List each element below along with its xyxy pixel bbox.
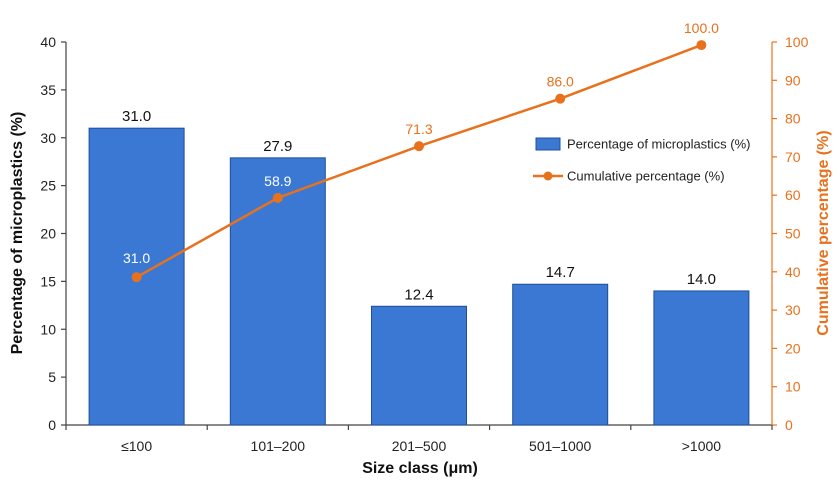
y-tick-label-left: 10 xyxy=(40,321,56,337)
y-tick-label-right: 0 xyxy=(785,417,793,433)
x-tick-label: 101–200 xyxy=(251,438,306,454)
y-tick-label-right: 90 xyxy=(785,72,801,88)
y-tick-label-right: 20 xyxy=(785,340,801,356)
y-tick-label-left: 15 xyxy=(40,273,56,289)
legend-line-marker xyxy=(543,171,553,181)
y-tick-label-right: 60 xyxy=(785,187,801,203)
x-tick-label: >1000 xyxy=(682,438,722,454)
y-axis-title-right: Cumulative percentage (%) xyxy=(815,130,832,335)
bar xyxy=(371,305,467,426)
y-tick-label-right: 30 xyxy=(785,302,801,318)
x-tick-label: 501–1000 xyxy=(529,438,592,454)
bar-value-label: 31.0 xyxy=(122,108,151,125)
cumulative-value-label: 71.3 xyxy=(405,121,432,137)
y-tick-label-right: 100 xyxy=(785,34,809,50)
legend-line-label: Cumulative percentage (%) xyxy=(567,169,725,184)
y-tick-label-right: 80 xyxy=(785,111,801,127)
y-tick-label-left: 35 xyxy=(40,82,56,98)
y-tick-label-left: 30 xyxy=(40,130,56,146)
bar-value-label: 14.0 xyxy=(687,271,716,288)
cumulative-point xyxy=(131,272,142,283)
cumulative-value-label: 100.0 xyxy=(684,20,719,36)
bar-value-label: 14.7 xyxy=(546,264,575,281)
bar-value-label: 12.4 xyxy=(404,286,433,303)
y-tick-label-left: 25 xyxy=(40,178,56,194)
bar xyxy=(512,283,609,426)
legend: Percentage of microplastics (%) Cumulati… xyxy=(533,137,751,184)
x-tick-label: ≤100 xyxy=(121,438,152,454)
bar-value-label: 27.9 xyxy=(263,138,292,155)
y-tick-label-left: 40 xyxy=(40,34,56,50)
cumulative-value-label: 58.9 xyxy=(264,173,291,189)
y-tick-label-right: 10 xyxy=(785,379,801,395)
cumulative-value-label: 31.0 xyxy=(123,250,150,266)
cumulative-point xyxy=(272,192,283,203)
x-tick-label: 201–500 xyxy=(392,438,447,454)
data-labels: 31.0 27.9 12.4 14.7 14.0 31.0 58.9 71.3 86.0 100.… xyxy=(122,20,719,303)
legend-bar-label: Percentage of microplastics (%) xyxy=(567,137,751,152)
y-tick-label-left: 0 xyxy=(48,417,56,433)
legend-bar-swatch xyxy=(535,137,561,151)
cumulative-point xyxy=(696,40,707,51)
bar xyxy=(653,290,750,426)
y-tick-label-left: 20 xyxy=(40,226,56,242)
y-axis-title-left: Percentage of microplastics (%) xyxy=(9,112,26,355)
cumulative-point xyxy=(414,141,424,152)
cumulative-value-label: 86.0 xyxy=(547,74,574,90)
cumulative-polyline xyxy=(135,43,702,279)
cumulative-line xyxy=(131,40,707,283)
y-tick-label-right: 50 xyxy=(785,226,801,242)
axes: 0 5 10 15 20 25 30 35 40 0 10 20 30 40 50 60 70 80 90 100 ≤1… xyxy=(40,34,808,454)
y-tick-label-right: 70 xyxy=(785,149,801,165)
y-tick-label-right: 40 xyxy=(785,264,801,280)
cumulative-point xyxy=(555,93,566,104)
y-tick-label-left: 5 xyxy=(48,369,56,385)
x-axis-title: Size class (μm) xyxy=(362,460,478,477)
